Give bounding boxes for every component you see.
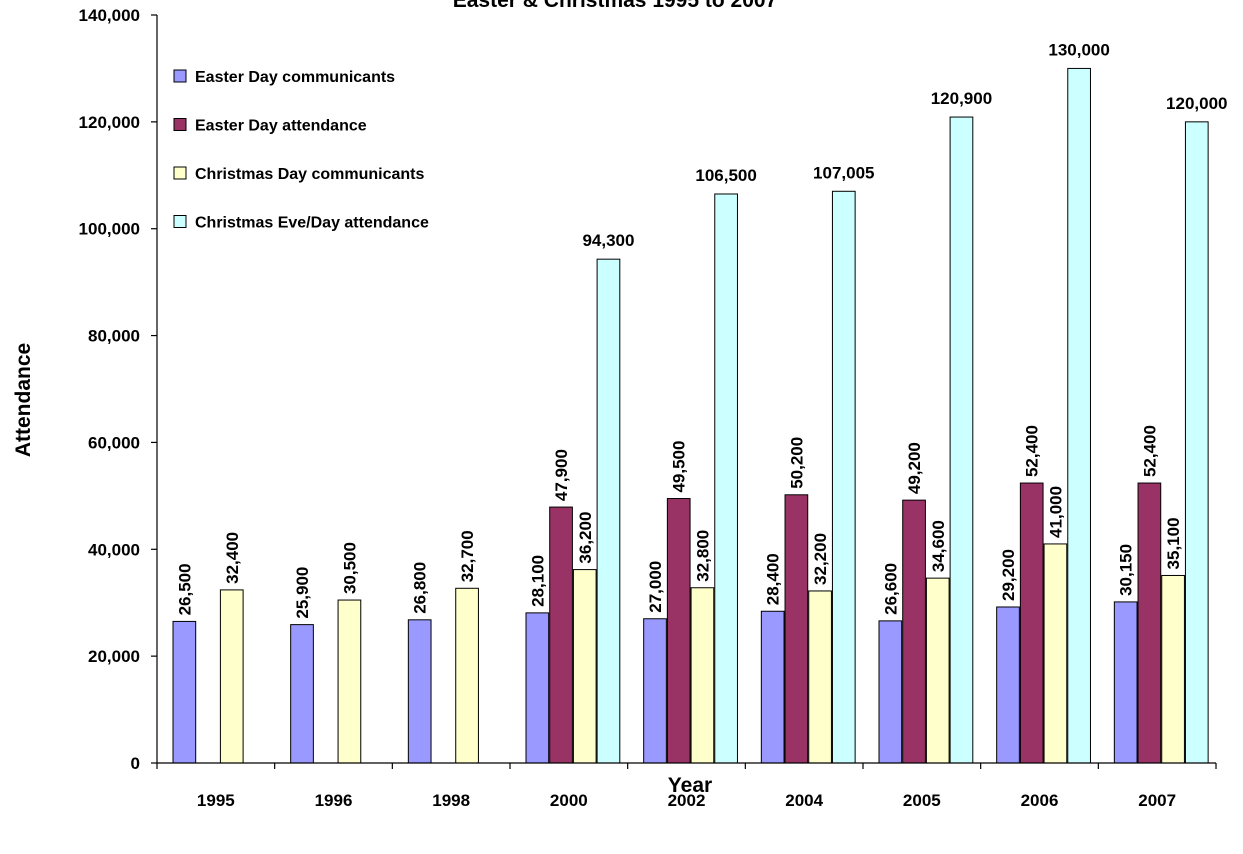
- data-label: 34,600: [929, 520, 948, 572]
- data-label: 30,500: [340, 542, 359, 594]
- bar: [1184, 121, 1209, 764]
- y-tick-label: 40,000: [88, 540, 140, 559]
- data-label: 47,900: [552, 449, 571, 501]
- y-tick-label: 0: [131, 754, 140, 773]
- data-label: 50,200: [787, 437, 806, 489]
- legend-label: Christmas Day communicants: [195, 166, 425, 183]
- data-label: 26,500: [175, 563, 194, 615]
- data-label: 35,100: [1164, 517, 1183, 569]
- legend-swatch: [173, 215, 187, 228]
- y-tick-label: 20,000: [88, 647, 140, 666]
- legend: Easter Day communicants Easter Day attend…: [173, 69, 429, 232]
- plot-area: [172, 67, 1209, 764]
- bar: [902, 499, 926, 764]
- bar: [643, 618, 667, 764]
- data-label: 106,500: [695, 166, 756, 185]
- data-label: 49,200: [905, 442, 924, 494]
- bar: [949, 116, 974, 764]
- data-label: 49,500: [670, 441, 689, 493]
- bar: [596, 258, 621, 764]
- bar: [666, 498, 691, 764]
- y-tick-label: 120,000: [79, 113, 140, 132]
- data-label: 32,700: [458, 530, 477, 582]
- y-tick-label: 60,000: [88, 433, 140, 452]
- x-tick-label: 2004: [785, 791, 823, 810]
- bar: [925, 577, 950, 764]
- bar: [690, 587, 715, 764]
- x-tick-label: 2002: [668, 791, 706, 810]
- data-label: 130,000: [1048, 40, 1109, 59]
- data-label: 36,200: [576, 512, 595, 564]
- legend-swatch: [173, 69, 187, 83]
- bar: [714, 193, 738, 764]
- legend-label: Easter Day attendance: [195, 118, 367, 135]
- y-axis: 0 20,000 40,000 60,000 80,000 100,000 120,000 1…: [79, 6, 157, 773]
- x-tick-label: 1996: [315, 791, 353, 810]
- bar: [407, 619, 432, 764]
- data-label: 107,005: [813, 163, 874, 182]
- data-label: 94,300: [582, 231, 634, 250]
- bar: [996, 606, 1020, 764]
- data-label: 30,150: [1117, 544, 1136, 596]
- bar: [219, 589, 244, 764]
- data-label: 29,200: [999, 549, 1018, 601]
- x-axis: 1995 1996 1998 2000 2002 2004 2005 2006 2007: [156, 763, 1217, 810]
- data-label: 26,800: [411, 562, 430, 614]
- data-label: 28,400: [764, 553, 783, 605]
- data-label: 52,400: [1140, 425, 1159, 477]
- legend-swatch: [173, 118, 187, 131]
- y-tick-label: 100,000: [79, 220, 140, 239]
- data-label: 32,200: [811, 533, 830, 585]
- x-axis-title: Year: [668, 774, 712, 797]
- data-label: 32,800: [693, 530, 712, 582]
- bar: [172, 620, 197, 764]
- data-label: 120,900: [931, 89, 992, 108]
- bar: [525, 612, 550, 764]
- legend-label: Easter Day communicants: [195, 69, 395, 86]
- data-label: 41,000: [1046, 486, 1065, 538]
- bar: [760, 610, 785, 764]
- x-tick-label: 1995: [197, 791, 235, 810]
- bar: [1137, 482, 1162, 764]
- bar: [455, 587, 479, 764]
- y-tick-label: 140,000: [79, 6, 140, 25]
- legend-swatch: [173, 166, 187, 180]
- x-tick-label: 2007: [1138, 791, 1176, 810]
- bar: [1043, 543, 1068, 764]
- bar: [831, 190, 856, 764]
- data-label: 52,400: [1023, 425, 1042, 477]
- y-tick-label: 80,000: [88, 327, 140, 346]
- bar: [337, 599, 362, 764]
- bar: [572, 569, 597, 764]
- legend-label: Christmas Eve/Day attendance: [195, 215, 429, 232]
- data-label: 26,600: [881, 563, 900, 615]
- data-label: 32,400: [223, 532, 242, 584]
- x-tick-label: 1998: [432, 791, 470, 810]
- data-label: 27,000: [646, 561, 665, 613]
- bar: [549, 506, 573, 764]
- data-label: 28,100: [528, 555, 547, 607]
- bar: [784, 494, 809, 764]
- chart-title: Easter & Christmas 1995 to 2007: [453, 0, 778, 12]
- x-tick-label: 2006: [1021, 791, 1059, 810]
- x-tick-label: 2000: [550, 791, 588, 810]
- bar: [290, 624, 314, 764]
- data-labels: 26,500 25,900 26,800 28,100 27,000 28,400 26,6…: [175, 40, 1227, 618]
- bar: [878, 620, 903, 764]
- data-label: 25,900: [293, 567, 312, 619]
- bar: [1113, 601, 1138, 764]
- x-tick-label: 2005: [903, 791, 941, 810]
- y-axis-title: Attendance: [12, 343, 35, 457]
- data-label: 120,000: [1166, 94, 1227, 113]
- bar: [808, 590, 832, 764]
- bar: [1161, 574, 1185, 764]
- bar: [1019, 482, 1044, 764]
- bar: [1067, 67, 1091, 764]
